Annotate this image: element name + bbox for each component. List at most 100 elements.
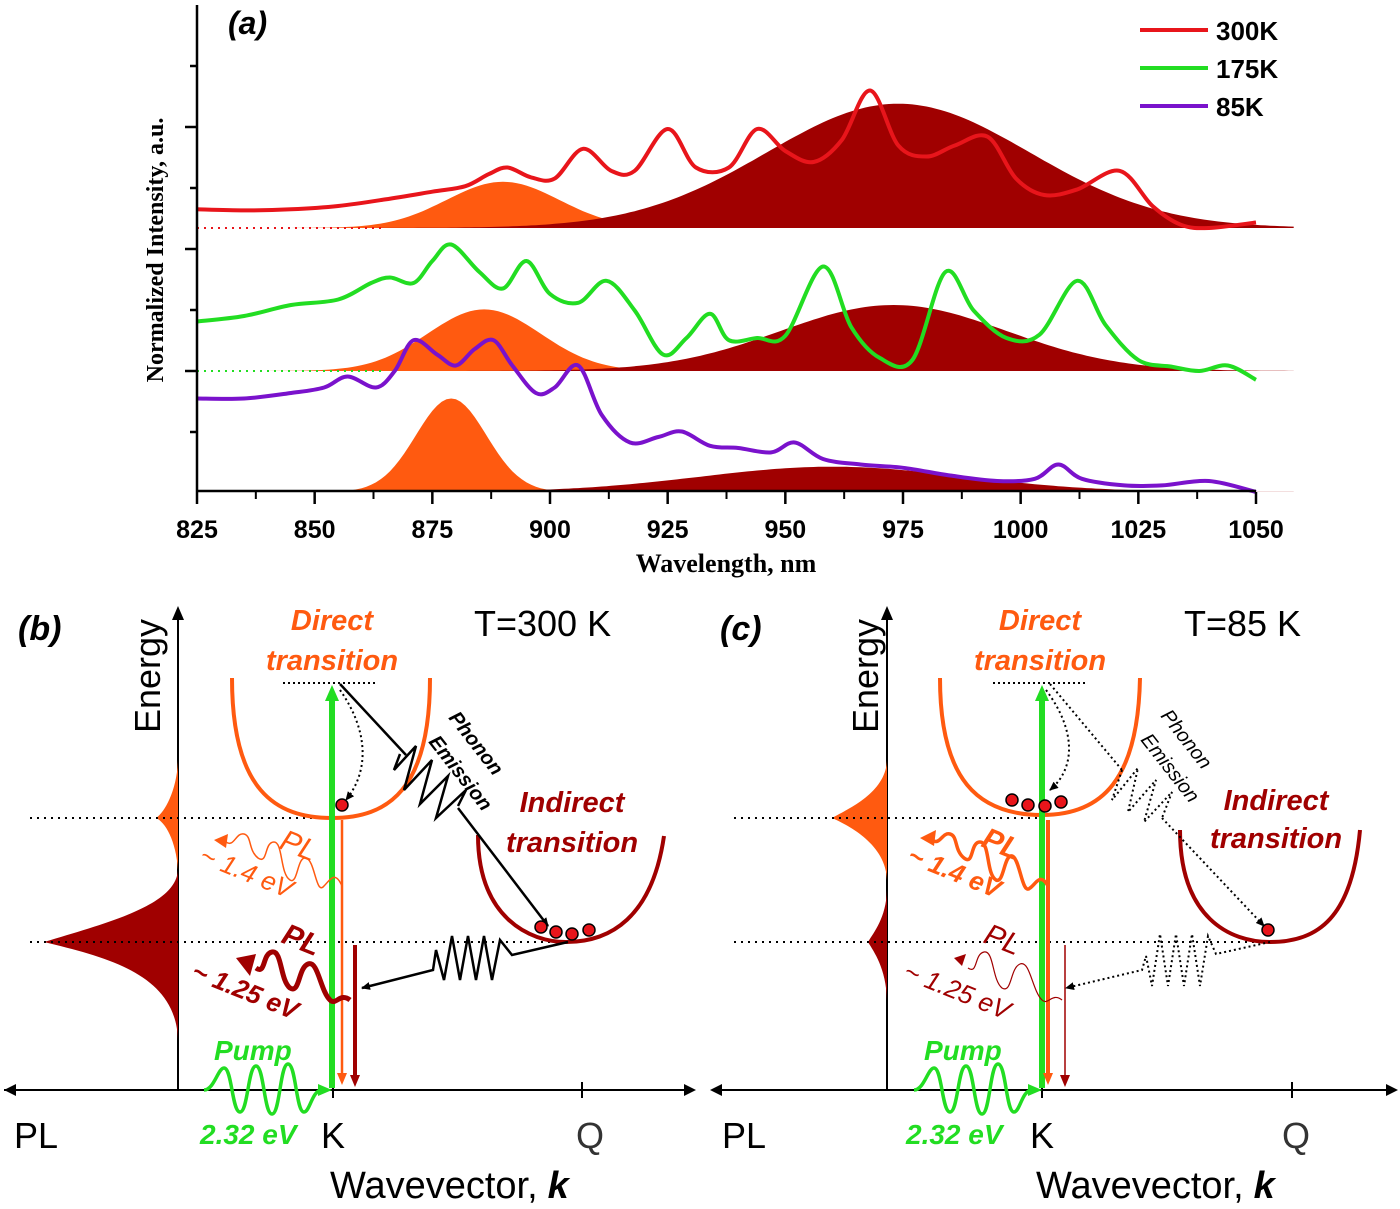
pl-direct-peak [156, 760, 178, 870]
direct-transition-label-2: transition [266, 645, 398, 677]
indirect-transition-label-1: Indirect [520, 787, 626, 819]
direct-transition-label-1: Direct [999, 605, 1083, 637]
series-line-85K [196, 337, 1257, 494]
pump-wave-head [318, 1084, 332, 1096]
pl-axis-label: PL [722, 1115, 766, 1156]
phonon-zigzag-upper [392, 745, 468, 822]
x-tick-label: 825 [176, 516, 218, 544]
fill-85K-5 [267, 466, 1294, 492]
pl-indirect-wave-head [236, 954, 256, 976]
spectra-lines [196, 88, 1257, 494]
panel-a-label: (a) [228, 5, 267, 41]
energy-axis-arrow [172, 606, 184, 620]
phonon-path-lower [457, 807, 549, 927]
x-tick-label: 1025 [1111, 516, 1167, 544]
temperature-label: T=85 K [1184, 603, 1301, 644]
y-axis-label: Normalized Intensity, a.u. [143, 118, 169, 383]
legend: 300K 175K 85K [1140, 16, 1278, 122]
energy-axis-arrow [881, 606, 893, 620]
series-line-175K [196, 242, 1257, 382]
pump-wave [913, 1062, 1033, 1116]
temperature-label: T=300 K [474, 603, 611, 644]
legend-label-85K: 85K [1216, 92, 1264, 122]
pump-wave-head [1028, 1084, 1042, 1096]
pump-label: Pump [924, 1035, 1002, 1066]
x-tick-labels: 825 850 875 900 925 950 975 1000 1025 1050 [176, 516, 1284, 544]
k-axis-right-arrow [1386, 1084, 1398, 1096]
k-axis-left-arrow [4, 1084, 16, 1096]
x-ticks [195, 492, 1258, 504]
pump-wave [203, 1062, 323, 1116]
pl-direct-wave [225, 833, 343, 889]
band-diagram-85K: (c) T=85 K Energy PL K Q Wavevector, k [710, 603, 1398, 1207]
wavevector-symbol: k [1254, 1165, 1277, 1207]
energy-axis-label: Energy [845, 619, 886, 733]
electron [1038, 799, 1052, 813]
electron [582, 923, 596, 937]
panel-b-label: (b) [18, 610, 61, 648]
k-point-label: K [1030, 1115, 1054, 1156]
electron [549, 925, 563, 939]
x-tick-label: 925 [647, 516, 689, 544]
electron [565, 927, 579, 941]
direct-transition-label-2: transition [974, 645, 1106, 677]
x-tick-label: 1050 [1228, 516, 1284, 544]
legend-label-300K: 300K [1216, 16, 1278, 46]
pl-indirect-wave-head [954, 954, 966, 966]
pl-indirect-wave [967, 951, 1063, 1003]
phonon-path-upper [339, 683, 407, 756]
spectra-chart: 825 850 875 900 925 950 975 1000 1025 1050 (a) Wa… [143, 5, 1294, 578]
phonon-return-path [361, 935, 569, 990]
indirect-transition-label-1: Indirect [1224, 785, 1330, 817]
baselines [197, 227, 386, 372]
energy-axis-label: Energy [127, 619, 168, 733]
electron [1005, 793, 1019, 807]
q-point-label: Q [576, 1115, 604, 1156]
phonon-path-upper [1049, 683, 1123, 771]
k-axis-left-arrow [710, 1084, 722, 1096]
wavevector-symbol: k [548, 1165, 571, 1207]
band-diagram-300K: (b) T=300 K Energy PL K Q Wavevector, k [4, 603, 696, 1207]
pl-direct-peak [832, 760, 887, 880]
x-tick-label: 900 [529, 516, 571, 544]
series-line-300K [196, 88, 1257, 231]
pl-indirect-peak [44, 870, 178, 1040]
electron [335, 798, 349, 812]
x-tick-label: 950 [764, 516, 806, 544]
wavevector-label: Wavevector, k [330, 1165, 571, 1207]
electron [1054, 795, 1068, 809]
x-tick-label: 875 [411, 516, 453, 544]
pl-axis-label: PL [14, 1115, 58, 1156]
electron [1021, 798, 1035, 812]
indirect-transition-label-2: transition [506, 827, 638, 859]
fill-85K-4 [267, 398, 1294, 492]
wavevector-prefix: Wavevector, [1036, 1165, 1244, 1207]
phonon-return-path [1065, 932, 1271, 991]
indirect-transition-label-2: transition [1210, 823, 1342, 855]
pump-energy-label: 2.32 eV [199, 1119, 299, 1150]
x-axis-label: Wavelength, nm [636, 549, 817, 578]
pl-direct-label: PL [977, 822, 1025, 867]
x-tick-label: 1000 [993, 516, 1049, 544]
pl-indirect-energy: ~ 1.25 eV [900, 956, 1018, 1027]
pump-energy-label: 2.32 eV [905, 1119, 1005, 1150]
electron [1261, 923, 1275, 937]
x-tick-label: 975 [882, 516, 924, 544]
k-point-label: K [321, 1115, 345, 1156]
direct-transition-label-1: Direct [291, 605, 375, 637]
x-tick-label: 850 [294, 516, 336, 544]
fill-300K-1 [267, 103, 1294, 228]
pl-direct-wave-head [920, 830, 936, 846]
wavevector-prefix: Wavevector, [330, 1165, 538, 1207]
relaxation-path [1045, 689, 1070, 791]
pl-direct-wave-head [214, 834, 228, 848]
pl-indirect-label: PL [979, 918, 1025, 962]
q-point-label: Q [1282, 1115, 1310, 1156]
k-axis-right-arrow [684, 1084, 696, 1096]
pump-label: Pump [214, 1035, 292, 1066]
pl-indirect-peak [868, 890, 887, 1000]
wavevector-label: Wavevector, k [1036, 1165, 1277, 1207]
panel-c-label: (c) [720, 610, 762, 648]
pl-direct-wave [930, 832, 1050, 891]
